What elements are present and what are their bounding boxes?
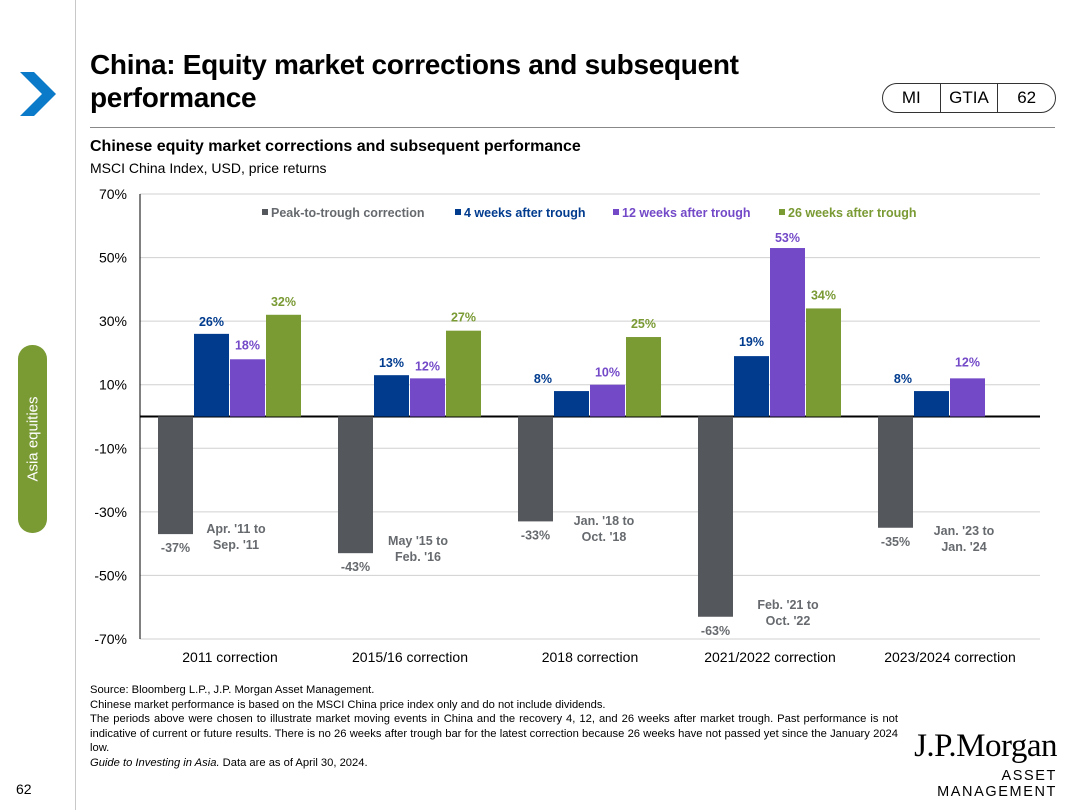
chart-subtitle: MSCI China Index, USD, price returns: [90, 160, 327, 176]
x-tick-label: 2021/2022 correction: [704, 649, 836, 665]
data-label: 26%: [199, 315, 224, 329]
footnote-as-of: Guide to Investing in Asia. Data are as …: [90, 756, 898, 771]
data-label: 19%: [739, 335, 764, 349]
data-label: 53%: [775, 231, 800, 245]
legend-label: 12 weeks after trough: [622, 206, 751, 220]
bar-26-weeks-after-trough: [626, 337, 661, 417]
y-tick-label: -10%: [94, 440, 127, 456]
bar-12-weeks-after-trough: [950, 378, 985, 417]
period-annotation: Feb. '16: [395, 550, 441, 564]
x-tick-label: 2023/2024 correction: [884, 649, 1016, 665]
period-annotation: May '15 to: [388, 534, 448, 548]
legend-label: 26 weeks after trough: [788, 206, 917, 220]
bar-4-weeks-after-trough: [374, 375, 409, 417]
y-tick-label: 10%: [99, 377, 127, 393]
y-tick-label: 70%: [99, 186, 127, 202]
bar-12-weeks-after-trough: [410, 378, 445, 417]
data-label: 8%: [534, 372, 552, 386]
tag-mi: MI: [901, 88, 921, 107]
bar-12-weeks-after-trough: [230, 359, 265, 417]
brand-subtitle: ASSET MANAGEMENT: [937, 768, 1057, 800]
guide-title: Guide to Investing in Asia.: [90, 756, 220, 769]
data-label: 13%: [379, 356, 404, 370]
bar-26-weeks-after-trough: [446, 330, 481, 417]
data-label: 25%: [631, 317, 656, 331]
legend-swatch: [779, 209, 785, 215]
period-annotation: Oct. '18: [582, 530, 627, 544]
bar-26-weeks-after-trough: [806, 308, 841, 417]
title-divider: [90, 127, 1055, 128]
legend-label: Peak-to-trough correction: [271, 206, 425, 220]
bar-peak-to-trough-correction: [698, 416, 733, 617]
data-label: 32%: [271, 295, 296, 309]
data-label: -33%: [521, 528, 550, 542]
section-tab[interactable]: Asia equities: [18, 345, 47, 533]
legend-swatch: [613, 209, 619, 215]
bar-4-weeks-after-trough: [554, 391, 589, 417]
chart-title: Chinese equity market corrections and su…: [90, 138, 581, 155]
bar-4-weeks-after-trough: [914, 391, 949, 417]
bar-4-weeks-after-trough: [734, 356, 769, 417]
data-label: 27%: [451, 311, 476, 325]
y-tick-label: -30%: [94, 504, 127, 520]
footnotes: Source: Bloomberg L.P., J.P. Morgan Asse…: [90, 683, 898, 771]
chevron-right-icon: [20, 72, 56, 116]
bar-peak-to-trough-correction: [518, 416, 553, 522]
bar-peak-to-trough-correction: [878, 416, 913, 528]
bar-peak-to-trough-correction: [158, 416, 193, 535]
period-annotation: Jan. '18 to: [574, 514, 635, 528]
page-title: China: Equity market corrections and sub…: [90, 49, 739, 113]
data-label: -37%: [161, 541, 190, 555]
x-tick-label: 2015/16 correction: [352, 649, 468, 665]
page-number: 62: [16, 781, 32, 797]
bar-26-weeks-after-trough: [266, 314, 301, 417]
period-annotation: Sep. '11: [213, 538, 259, 552]
data-label: -63%: [701, 624, 730, 638]
bar-4-weeks-after-trough: [194, 333, 229, 417]
y-tick-label: 50%: [99, 250, 127, 266]
y-tick-label: -70%: [94, 631, 127, 647]
bar-chart: 70% 50% 30% 10% -10% -30% -50% -70% Peak-to-trou…: [94, 186, 1040, 665]
tag-pill: MI GTIA 62: [882, 83, 1056, 113]
data-label: 10%: [595, 366, 620, 380]
y-tick-label: -50%: [94, 567, 127, 583]
data-label: 12%: [415, 359, 440, 373]
period-annotation: Jan. '23 to: [934, 524, 995, 538]
legend-swatch: [262, 209, 268, 215]
bar-12-weeks-after-trough: [770, 248, 805, 417]
data-label: -43%: [341, 560, 370, 574]
period-annotation: Apr. '11 to: [206, 522, 266, 536]
bar-peak-to-trough-correction: [338, 416, 373, 554]
data-date: Data are as of April 30, 2024.: [219, 756, 368, 769]
period-annotation: Feb. '21 to: [757, 598, 819, 612]
footnote-note-2: The periods above were chosen to illustr…: [90, 713, 898, 755]
bar-12-weeks-after-trough: [590, 384, 625, 417]
data-label: 18%: [235, 338, 260, 352]
period-annotation: Oct. '22: [766, 614, 811, 628]
tag-page: 62: [1017, 88, 1037, 107]
left-margin-rule: [75, 0, 76, 810]
period-annotation: Jan. '24: [941, 540, 986, 554]
data-label: 12%: [955, 355, 980, 369]
tag-gtia: GTIA: [949, 88, 989, 107]
x-tick-label: 2018 correction: [542, 649, 639, 665]
x-tick-label: 2011 correction: [182, 649, 277, 665]
y-tick-label: 30%: [99, 313, 127, 329]
footnote-source: Source: Bloomberg L.P., J.P. Morgan Asse…: [90, 684, 375, 696]
jpmorgan-logo: J.P.Morgan ASSET MANAGEMENT: [905, 728, 1057, 800]
data-label: 8%: [894, 372, 912, 386]
legend-swatch: [455, 209, 461, 215]
data-label: -35%: [881, 535, 910, 549]
legend-label: 4 weeks after trough: [464, 206, 586, 220]
brand-name: J.P.Morgan: [914, 728, 1057, 764]
footnote-note-1: Chinese market performance is based on t…: [90, 698, 606, 711]
data-label: 34%: [811, 288, 836, 302]
